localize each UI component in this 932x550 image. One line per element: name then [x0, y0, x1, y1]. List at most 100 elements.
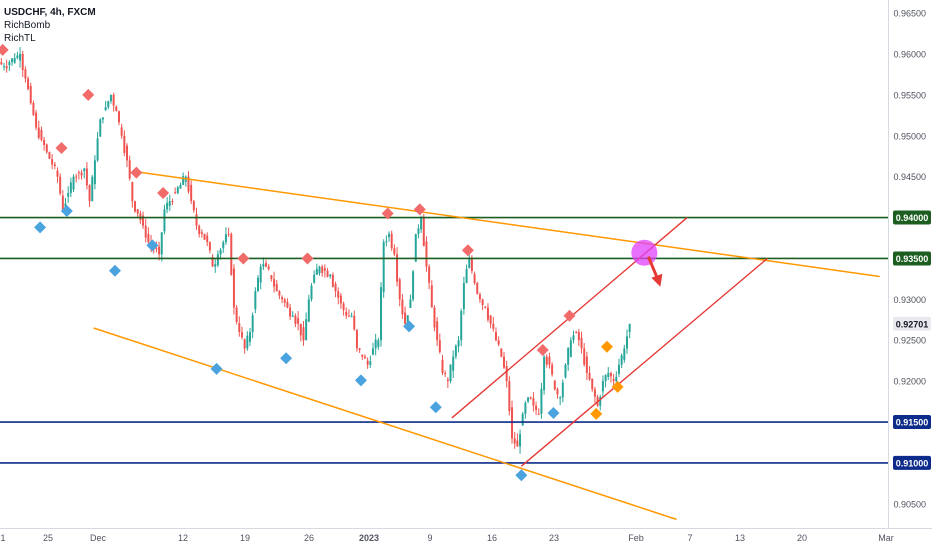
- candle-body: [69, 182, 72, 194]
- signal-marker-bottom: [403, 320, 416, 333]
- candle-body: [142, 215, 145, 226]
- candle-body: [457, 340, 460, 347]
- time-tick-label: 20: [797, 533, 807, 543]
- price-tag-background: [893, 455, 931, 470]
- signal-marker-top: [461, 244, 474, 257]
- candle-body: [591, 378, 594, 390]
- candle-body: [48, 152, 51, 159]
- time-tick-label: Feb: [628, 533, 644, 543]
- indicator-richtl[interactable]: RichTL: [4, 33, 36, 44]
- candle-body: [561, 382, 564, 398]
- candle-body: [363, 356, 366, 359]
- candle-body: [559, 397, 562, 399]
- candle-body: [537, 413, 540, 415]
- time-tick-label: 1: [0, 533, 5, 543]
- candle-body: [396, 254, 399, 282]
- price-tag-0.93500: 0.93500: [893, 251, 931, 266]
- candle-body: [374, 339, 377, 349]
- time-tick-label: 25: [43, 533, 53, 543]
- candle-body: [366, 360, 369, 365]
- candle-body: [32, 103, 35, 115]
- signal-marker-top: [82, 88, 95, 101]
- signal-marker-orange: [590, 407, 603, 420]
- candle-body: [251, 315, 254, 333]
- price-tick-label: 0.92000: [893, 377, 926, 387]
- candle-body: [543, 356, 546, 391]
- price-tag-text: 0.92701: [896, 319, 929, 329]
- candle-body: [414, 233, 417, 262]
- candle-body: [511, 407, 514, 439]
- candle-body: [623, 348, 626, 360]
- candle-body: [302, 327, 305, 341]
- time-tick-label: 16: [487, 533, 497, 543]
- price-axis[interactable]: 0.96500 0.96000 0.95500 0.95000 0.94500 0.940…: [893, 9, 931, 510]
- candle-body: [583, 348, 586, 365]
- candle-body: [56, 170, 59, 177]
- candle-body: [452, 356, 455, 371]
- trendline-lower-falling: [93, 327, 677, 521]
- candle-body: [404, 312, 407, 324]
- candle-body: [540, 388, 543, 414]
- candle-body: [214, 264, 217, 267]
- signal-marker-top: [0, 43, 9, 56]
- time-axis[interactable]: 1 25 Dec 12 19 26 2023 9 16 23 Feb 7 13 20 Mar: [0, 533, 893, 543]
- price-tick-label: 0.92500: [893, 336, 926, 346]
- signal-marker-bottom: [146, 239, 159, 252]
- candle-body: [37, 127, 40, 138]
- candle-body: [524, 402, 527, 414]
- candle-body: [99, 119, 102, 137]
- candle-body: [593, 389, 596, 397]
- candle-body: [350, 315, 353, 317]
- chart-legend: USDCHF, 4h, FXCM RichBomb RichTL: [4, 6, 96, 45]
- candle-body: [166, 202, 169, 210]
- signal-marker-orange: [611, 380, 624, 393]
- candle-body: [377, 340, 380, 347]
- candle-body: [61, 195, 64, 210]
- candle-body: [441, 359, 444, 373]
- candle-body: [158, 246, 161, 255]
- candle-body: [21, 53, 24, 70]
- candle-body: [155, 248, 158, 250]
- symbol-title[interactable]: USDCHF, 4h, FXCM: [4, 7, 96, 18]
- candle-body: [607, 372, 610, 377]
- price-tag-0.94000: 0.94000: [893, 210, 931, 225]
- candle-body: [238, 323, 241, 333]
- signal-marker-top: [130, 166, 143, 179]
- candle-body: [489, 315, 492, 324]
- candle-body: [532, 398, 535, 406]
- candle-body: [494, 332, 497, 341]
- candle-body: [331, 274, 334, 287]
- candle-body: [575, 332, 578, 334]
- price-tag-text: 0.93500: [896, 254, 929, 264]
- candle-body: [281, 297, 284, 300]
- candle-body: [286, 301, 289, 308]
- candle-body: [291, 315, 294, 317]
- candle-body: [222, 242, 225, 249]
- candle-body: [227, 233, 230, 235]
- candle-body: [438, 340, 441, 353]
- candle-body: [436, 321, 439, 341]
- candle-body: [337, 291, 340, 298]
- candle-body: [425, 241, 428, 267]
- candle-body: [200, 232, 203, 234]
- candle-body: [104, 107, 107, 111]
- candle-body: [19, 53, 22, 61]
- candle-body: [409, 299, 412, 308]
- candle-body: [412, 271, 415, 300]
- candle-body: [43, 139, 46, 145]
- candle-body: [67, 193, 70, 197]
- candle-body: [117, 111, 120, 123]
- price-tick-label: 0.93000: [893, 295, 926, 305]
- drawings-layer: [0, 171, 888, 521]
- candle-body: [580, 337, 583, 349]
- candle-body: [53, 164, 56, 167]
- signal-marker-top: [536, 344, 549, 357]
- candle-body: [147, 233, 150, 243]
- candle-body: [519, 434, 522, 447]
- candle-body: [120, 127, 123, 136]
- indicator-richbomb[interactable]: RichBomb: [4, 20, 51, 31]
- candle-body: [486, 307, 489, 320]
- candle-body: [211, 257, 214, 267]
